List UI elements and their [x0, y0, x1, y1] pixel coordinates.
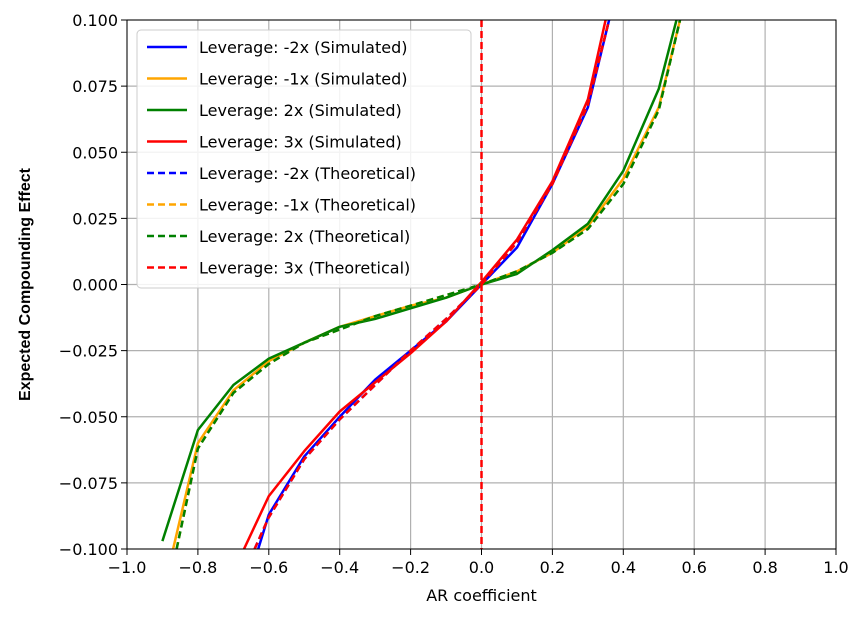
- x-tick-label: 0.4: [611, 558, 636, 577]
- y-tick-label: −0.100: [59, 540, 118, 559]
- x-tick-label: 0.0: [469, 558, 494, 577]
- legend-entry: Leverage: -1x (Simulated): [199, 70, 408, 89]
- x-axis-label: AR coefficient: [426, 586, 537, 605]
- legend-entry: Leverage: -2x (Theoretical): [199, 164, 416, 183]
- plot-area: [161, 20, 682, 549]
- y-tick-label: 0.000: [72, 276, 118, 295]
- x-tick-label: −0.8: [178, 558, 217, 577]
- y-tick-label: 0.050: [72, 143, 118, 162]
- x-tick-label: −0.2: [391, 558, 430, 577]
- legend-entry: Leverage: 2x (Theoretical): [199, 227, 410, 246]
- legend: Leverage: -2x (Simulated) Leverage: -1x (…: [136, 29, 472, 289]
- y-axis-label: Expected Compounding Effect: [17, 167, 34, 401]
- y-tick-label: −0.075: [59, 474, 118, 493]
- series-line-3: [161, 20, 678, 542]
- x-tick-label: −1.0: [108, 558, 147, 577]
- x-tick-label: −0.4: [320, 558, 359, 577]
- y-tick-label: −0.050: [59, 408, 118, 427]
- y-tick-label: −0.025: [59, 342, 118, 361]
- y-tick-label: 0.025: [72, 209, 118, 228]
- legend-entry: Leverage: -2x (Simulated): [199, 38, 408, 57]
- legend-entry: Leverage: 3x (Simulated): [199, 133, 402, 152]
- y-axis: −0.100 −0.075 −0.050 −0.025 0.000 0.025 0.050 0…: [59, 11, 127, 559]
- y-tick-label: 0.100: [72, 11, 118, 30]
- legend-entry: Leverage: 3x (Theoretical): [199, 259, 410, 278]
- y-tick-label: 0.075: [72, 77, 118, 96]
- x-tick-label: 0.6: [681, 558, 706, 577]
- x-tick-label: −0.6: [249, 558, 288, 577]
- series-line-7: [175, 20, 682, 549]
- x-axis: −1.0 −0.8 −0.6 −0.4 −0.2 0.0 0.2 0.4 0.6 0.8 1.0: [108, 549, 849, 577]
- x-tick-label: 1.0: [823, 558, 848, 577]
- legend-box: [136, 29, 472, 289]
- x-tick-label: 0.8: [752, 558, 777, 577]
- x-tick-label: 0.2: [540, 558, 565, 577]
- legend-entry: Leverage: 2x (Simulated): [199, 101, 402, 120]
- series-line-4: [242, 20, 607, 549]
- series-line-8: [253, 20, 611, 549]
- legend-entry: Leverage: -1x (Theoretical): [199, 196, 416, 215]
